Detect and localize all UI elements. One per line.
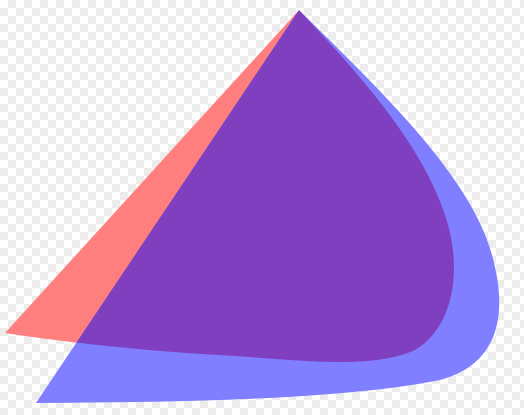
overlapping-shapes-graphic [5, 10, 500, 403]
image-canvas [0, 0, 524, 415]
